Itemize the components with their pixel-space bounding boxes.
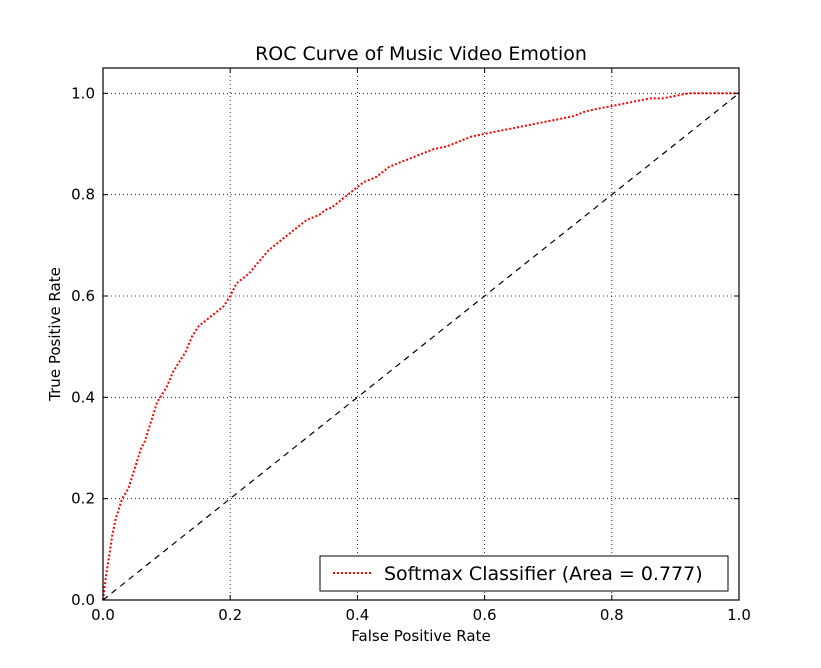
series-layer xyxy=(102,92,740,601)
x-axis-label: False Positive Rate xyxy=(351,627,490,645)
legend: Softmax Classifier (Area = 0.777) xyxy=(319,555,729,592)
y-tick-label: 0.0 xyxy=(71,591,95,609)
y-tick-label: 0.8 xyxy=(71,186,95,204)
x-tick-label: 0.4 xyxy=(345,606,369,624)
y-tick-label: 0.6 xyxy=(71,287,95,305)
legend-entry-softmax: Softmax Classifier (Area = 0.777) xyxy=(384,563,703,585)
y-axis-label: True Positive Rate xyxy=(46,267,64,402)
x-tick-label: 1.0 xyxy=(727,606,751,624)
y-tick-label: 0.4 xyxy=(71,388,95,406)
y-tick-label: 0.2 xyxy=(71,490,95,508)
chart-title: ROC Curve of Music Video Emotion xyxy=(255,43,587,65)
plot-frame xyxy=(102,67,740,601)
x-tick-label: 0.8 xyxy=(600,606,624,624)
axis-ticks: 0.0 0.2 0.4 0.6 0.8 1.0 0.0 0.2 0.4 0.6 0.8 1.0 xyxy=(71,68,751,624)
y-tick-label: 1.0 xyxy=(71,84,95,102)
legend-box xyxy=(319,555,729,592)
x-tick-label: 0.6 xyxy=(473,606,497,624)
series-line-softmax-classifier xyxy=(102,92,739,601)
x-tick-label: 0.2 xyxy=(218,606,242,624)
x-tick-label: 0.0 xyxy=(91,606,115,624)
series-line-diagonal-reference xyxy=(102,92,740,601)
